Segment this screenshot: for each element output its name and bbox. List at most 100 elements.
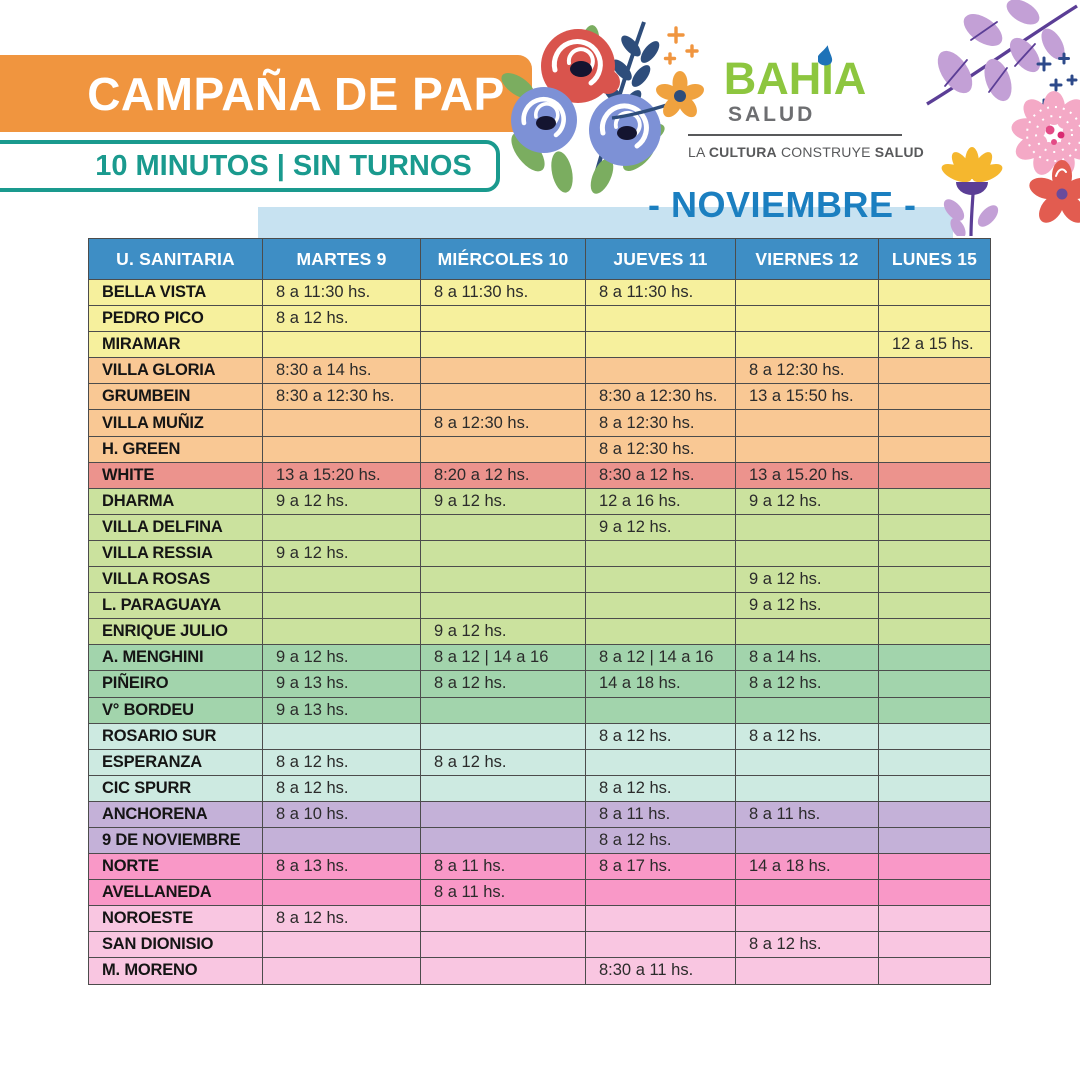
unit-name-cell: WHITE	[88, 461, 263, 489]
schedule-time-cell	[735, 748, 879, 776]
schedule-time-cell: 8 a 12:30 hs.	[420, 409, 586, 437]
schedule-time-cell	[420, 592, 586, 620]
header-row: U. SANITARIA MARTES 9 MIÉRCOLES 10 JUEVES 1…	[88, 238, 991, 280]
schedule-time-cell	[878, 774, 991, 802]
unit-name-cell: 9 DE NOVIEMBRE	[88, 826, 263, 855]
schedule-time-cell	[878, 748, 991, 776]
unit-name-cell: DHARMA	[88, 487, 263, 515]
unit-name-cell: ROSARIO SUR	[88, 722, 263, 750]
column-header-day: LUNES 15	[878, 238, 991, 280]
schedule-time-cell: 9 a 12 hs.	[262, 644, 421, 672]
unit-name-cell: GRUMBEIN	[88, 383, 263, 411]
unit-name-cell: VILLA RESSIA	[88, 539, 263, 568]
logo-sub-text: SALUD	[728, 103, 816, 126]
purple-branch-illustration	[926, 0, 1078, 106]
schedule-time-cell: 8 a 12 hs.	[585, 722, 736, 750]
schedule-time-cell	[735, 278, 879, 307]
table-row: NOROESTE 8 a 12 hs.	[88, 905, 991, 933]
schedule-time-cell: 8 a 11:30 hs.	[420, 278, 586, 307]
schedule-time-cell	[262, 513, 421, 541]
unit-name-cell: PIÑEIRO	[88, 670, 263, 698]
unit-name-cell: A. MENGHINI	[88, 644, 263, 672]
logo-brand-word: BAHIA	[723, 53, 867, 104]
schedule-time-cell	[262, 957, 421, 985]
table-row: MIRAMAR 12 a 15 hs.	[88, 331, 991, 359]
schedule-time-cell	[585, 592, 736, 620]
schedule-time-cell: 9 a 12 hs.	[585, 513, 736, 541]
subtitle-text: 10 MINUTOS | SIN TURNOS	[95, 149, 472, 182]
column-header-unit: U. SANITARIA	[88, 238, 263, 280]
schedule-time-cell	[878, 931, 991, 959]
unit-name-cell: VILLA ROSAS	[88, 566, 263, 594]
coral-flower-icon	[1029, 160, 1080, 223]
yellow-flower-icon	[941, 147, 1003, 236]
schedule-time-cell	[585, 305, 736, 333]
unit-name-cell: NORTE	[88, 853, 263, 881]
unit-name-cell: L. PARAGUAYA	[88, 592, 263, 620]
unit-name-cell: ANCHORENA	[88, 800, 263, 828]
schedule-time-cell	[420, 305, 586, 333]
schedule-time-cell	[735, 774, 879, 802]
schedule-time-cell	[262, 826, 421, 855]
schedule-time-cell	[878, 696, 991, 724]
schedule-time-cell	[878, 357, 991, 385]
unit-name-cell: SAN DIONISIO	[88, 931, 263, 959]
unit-name-cell: NOROESTE	[88, 905, 263, 933]
table-row: L. PARAGUAYA 9 a 12 hs.	[88, 592, 991, 620]
schedule-time-cell	[420, 435, 586, 463]
schedule-time-cell	[420, 722, 586, 750]
schedule-time-cell: 12 a 15 hs.	[878, 331, 991, 359]
schedule-time-cell: 13 a 15.20 hs.	[735, 461, 879, 489]
orange-flower-icon	[611, 71, 705, 120]
schedule-table-wrap: U. SANITARIA MARTES 9 MIÉRCOLES 10 JUEVES 1…	[88, 238, 991, 985]
schedule-time-cell: 8:30 a 12:30 hs.	[262, 383, 421, 411]
schedule-time-cell: 9 a 12 hs.	[262, 539, 421, 568]
schedule-time-cell	[878, 800, 991, 828]
unit-name-cell: H. GREEN	[88, 435, 263, 463]
table-row: BELLA VISTA 8 a 11:30 hs. 8 a 11:30 hs. 8 a…	[88, 278, 991, 307]
schedule-time-cell: 8 a 11:30 hs.	[585, 278, 736, 307]
schedule-time-cell	[585, 331, 736, 359]
logo-tagline: LA CULTURA CONSTRUYE SALUD	[688, 144, 924, 160]
schedule-time-cell: 8 a 11 hs.	[420, 879, 586, 907]
schedule-time-cell	[735, 879, 879, 907]
schedule-time-cell	[735, 331, 879, 359]
month-band	[258, 207, 953, 238]
table-row: ROSARIO SUR 8 a 12 hs. 8 a 12 hs.	[88, 722, 991, 750]
schedule-time-cell	[262, 566, 421, 594]
unit-name-cell: VILLA MUÑIZ	[88, 409, 263, 437]
schedule-time-cell	[585, 905, 736, 933]
table-row: 9 DE NOVIEMBRE 8 a 12 hs.	[88, 826, 991, 855]
schedule-time-cell	[878, 461, 991, 489]
red-rose-icon	[541, 29, 620, 103]
table-row: H. GREEN 8 a 12:30 hs.	[88, 435, 991, 463]
schedule-time-cell	[262, 722, 421, 750]
column-header-day: VIERNES 12	[735, 238, 879, 280]
unit-name-cell: MIRAMAR	[88, 331, 263, 359]
schedule-time-cell	[878, 644, 991, 672]
schedule-time-cell	[878, 853, 991, 881]
unit-name-cell: VILLA DELFINA	[88, 513, 263, 541]
schedule-time-cell	[585, 748, 736, 776]
schedule-time-cell	[262, 331, 421, 359]
table-row: GRUMBEIN 8:30 a 12:30 hs. 8:30 a 12:30 hs.…	[88, 383, 991, 411]
schedule-time-cell	[878, 905, 991, 933]
schedule-time-cell	[420, 331, 586, 359]
table-row: ESPERANZA 8 a 12 hs. 8 a 12 hs.	[88, 748, 991, 776]
schedule-time-cell	[735, 905, 879, 933]
schedule-time-cell	[878, 957, 991, 985]
schedule-time-cell	[735, 826, 879, 855]
unit-name-cell: CIC SPURR	[88, 774, 263, 802]
schedule-time-cell: 8 a 12:30 hs.	[585, 435, 736, 463]
schedule-time-cell: 8 a 12 | 14 a 16	[420, 644, 586, 672]
schedule-time-cell	[420, 905, 586, 933]
unit-name-cell: PEDRO PICO	[88, 305, 263, 333]
schedule-time-cell	[735, 539, 879, 568]
schedule-time-cell	[420, 931, 586, 959]
schedule-time-cell: 9 a 12 hs.	[420, 487, 586, 515]
schedule-time-cell	[420, 826, 586, 855]
schedule-time-cell: 8 a 12 hs.	[420, 748, 586, 776]
schedule-time-cell	[878, 513, 991, 541]
schedule-time-cell: 13 a 15:20 hs.	[262, 461, 421, 489]
unit-name-cell: VILLA GLORIA	[88, 357, 263, 385]
